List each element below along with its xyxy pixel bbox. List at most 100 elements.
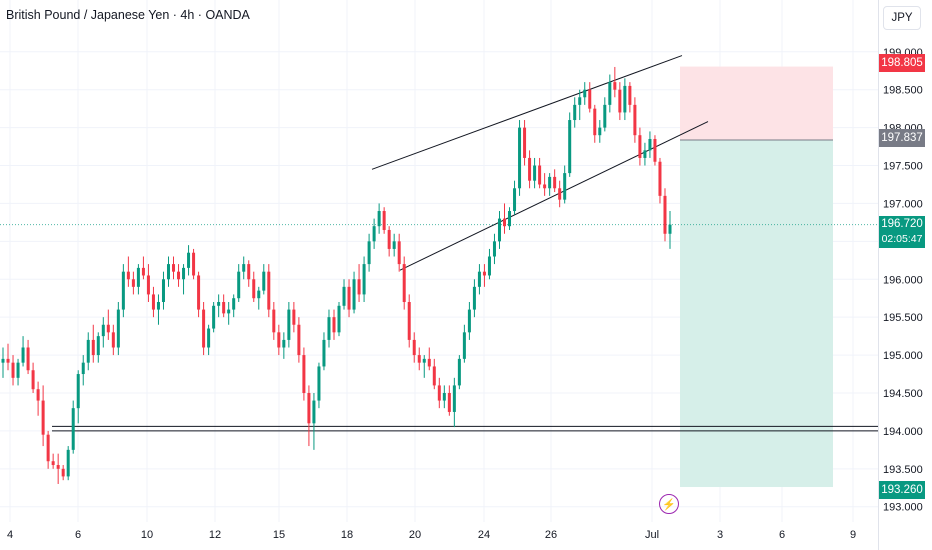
- candle: [593, 104, 597, 143]
- candle-body: [101, 324, 105, 337]
- candle-body: [452, 385, 456, 412]
- candle: [357, 264, 361, 303]
- x-tick-label: 3: [717, 529, 723, 541]
- lightning-icon[interactable]: ⚡: [659, 494, 679, 514]
- candle: [603, 97, 607, 132]
- candle: [533, 157, 537, 189]
- candle: [31, 362, 35, 393]
- candle-body: [347, 286, 351, 310]
- candle: [377, 203, 381, 234]
- candle: [367, 233, 371, 272]
- candle-body: [222, 302, 226, 314]
- candle: [81, 355, 85, 386]
- candle: [222, 294, 226, 318]
- y-tick-label: 194.500: [883, 388, 923, 400]
- candle: [36, 381, 40, 416]
- candle-body: [523, 127, 527, 158]
- candle-body: [61, 468, 65, 477]
- candle: [553, 169, 557, 193]
- candle-body: [422, 358, 426, 363]
- x-tick-label: 9: [850, 529, 856, 541]
- candle-body: [91, 339, 95, 356]
- candle-body: [81, 362, 85, 375]
- candle: [287, 302, 291, 348]
- candle: [573, 97, 577, 128]
- candle: [197, 271, 201, 318]
- y-tick-label: 197.500: [883, 161, 923, 173]
- candle-body: [382, 211, 386, 230]
- candle: [41, 385, 45, 447]
- candle-body: [26, 347, 30, 371]
- candle-body: [387, 229, 391, 249]
- x-tick-label: 26: [545, 529, 557, 541]
- candle: [452, 377, 456, 428]
- candle: [212, 302, 216, 333]
- candle: [91, 324, 95, 363]
- candle: [207, 324, 211, 356]
- candle: [202, 302, 206, 356]
- candle-body: [417, 355, 421, 363]
- candle: [86, 332, 90, 371]
- candle: [71, 400, 75, 454]
- candle: [613, 66, 617, 98]
- candle: [227, 302, 231, 325]
- candle: [382, 207, 386, 234]
- candle-body: [242, 264, 246, 272]
- candle-body: [36, 389, 40, 401]
- candle: [502, 203, 507, 234]
- candle-body: [477, 271, 481, 287]
- y-axis: 193.000 193.500 194.000 194.500 195.000 195.5…: [883, 47, 923, 514]
- candle-body: [217, 302, 221, 306]
- candle-body: [46, 434, 50, 462]
- candle-body: [643, 150, 647, 158]
- drawn-lines: [0, 55, 878, 432]
- candle-body: [126, 271, 130, 280]
- candle-body: [297, 324, 301, 356]
- currency-selector[interactable]: JPY: [883, 6, 921, 30]
- candle: [26, 339, 30, 375]
- y-tick-label: 193.000: [883, 502, 923, 514]
- bar-countdown: 02:05:47: [881, 233, 923, 245]
- candle: [257, 286, 261, 310]
- candle: [523, 120, 527, 166]
- candle: [96, 332, 100, 363]
- candle-body: [51, 461, 55, 466]
- channel-upper-line: [371, 55, 683, 170]
- candle: [633, 97, 637, 143]
- candle-body: [237, 271, 241, 299]
- x-tick-label: 24: [478, 529, 490, 541]
- candle-body: [502, 218, 507, 227]
- candle: [136, 264, 140, 295]
- candle-body: [563, 173, 567, 200]
- candle-body: [623, 85, 627, 113]
- candle-body: [437, 385, 441, 401]
- candle-body: [177, 271, 181, 280]
- entry-price-tag: 197.837: [879, 129, 925, 147]
- candle-body: [111, 332, 115, 348]
- candle-body: [407, 302, 411, 340]
- candle: [362, 256, 366, 303]
- candle-body: [583, 89, 587, 98]
- candle: [563, 165, 567, 204]
- candle: [252, 271, 256, 303]
- candle-body: [472, 286, 476, 310]
- candle-body: [136, 267, 140, 287]
- candle: [427, 347, 431, 371]
- candle: [402, 256, 406, 310]
- candle: [482, 264, 486, 287]
- candle-body: [487, 256, 491, 276]
- candle-body: [352, 279, 356, 310]
- chart-title: British Pound / Japanese Yen · 4h · OAND…: [6, 8, 250, 22]
- candle: [111, 324, 115, 356]
- x-tick-label: 6: [75, 529, 81, 541]
- candle-body: [116, 309, 120, 348]
- candle: [653, 135, 657, 166]
- x-tick-label: 20: [409, 529, 421, 541]
- candle: [126, 256, 130, 287]
- candle-body: [568, 120, 572, 174]
- candle-body: [337, 305, 341, 333]
- candle-body: [86, 339, 90, 363]
- candle-body: [528, 157, 532, 181]
- candle: [508, 207, 512, 230]
